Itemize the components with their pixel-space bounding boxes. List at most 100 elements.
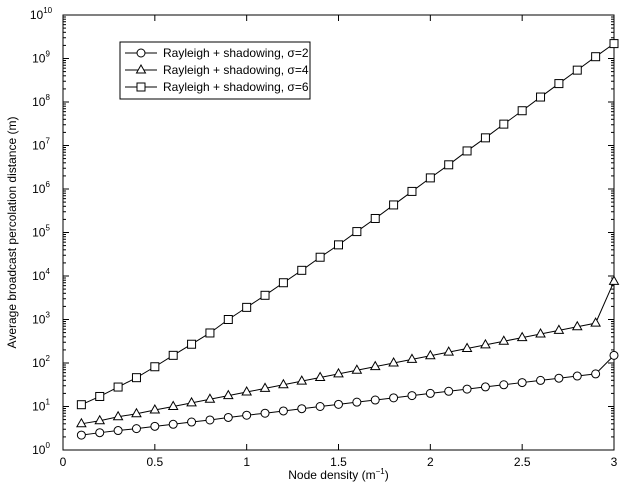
y-tick-label: 104: [32, 267, 50, 283]
y-tick-label: 1010: [30, 6, 53, 22]
data-point-square: [352, 227, 362, 237]
series-line: [81, 281, 615, 425]
x-tick-label: 1: [243, 455, 250, 469]
data-point-triangle: [590, 317, 601, 327]
data-point-triangle: [204, 393, 216, 403]
data-point-square: [205, 328, 215, 338]
data-point-square: [278, 278, 288, 288]
data-point-circle: [444, 386, 454, 396]
data-point-circle: [136, 48, 146, 58]
data-point-circle: [205, 415, 215, 425]
data-point-square: [95, 391, 105, 401]
data-point-circle: [389, 393, 399, 403]
series-line: [81, 354, 615, 436]
data-point-triangle: [369, 360, 381, 371]
data-point-circle: [76, 430, 86, 440]
data-point-square: [297, 265, 307, 275]
series-3: [76, 39, 619, 410]
data-point-square: [131, 373, 141, 383]
data-point-square: [168, 350, 178, 360]
data-point-triangle: [351, 364, 363, 374]
series-layer: [76, 39, 620, 440]
data-point-square: [536, 92, 546, 102]
data-point-triangle: [443, 346, 455, 356]
data-point-triangle: [76, 417, 87, 428]
data-point-circle: [297, 404, 307, 414]
data-point-circle: [499, 380, 509, 390]
data-point-triangle: [314, 371, 326, 382]
y-tick-label: 100: [32, 441, 50, 457]
data-point-square: [554, 79, 564, 89]
legend-label: Rayleigh + shadowing, σ=6: [163, 80, 309, 94]
data-point-triangle: [571, 320, 583, 331]
x-tick-label: 1.5: [330, 455, 347, 469]
data-point-triangle: [535, 327, 546, 338]
data-point-circle: [572, 371, 582, 381]
x-tick-label: 2.5: [514, 455, 531, 469]
y-tick-label: 109: [32, 50, 50, 66]
data-point-triangle: [222, 389, 234, 400]
data-point-square: [572, 65, 582, 75]
legend-label: Rayleigh + shadowing, σ=4: [163, 63, 309, 77]
data-point-circle: [462, 384, 472, 394]
x-axis-label: Node density (m−1): [288, 467, 389, 482]
y-tick-label: 105: [32, 224, 50, 240]
data-point-circle: [370, 395, 380, 405]
x-tick-label: 3: [611, 455, 618, 469]
x-tick-label: 2: [427, 455, 434, 469]
data-point-triangle: [241, 386, 253, 396]
data-point-circle: [554, 373, 564, 383]
data-point-triangle: [608, 275, 620, 285]
data-point-circle: [150, 421, 160, 431]
y-tick-label: 106: [32, 180, 50, 196]
data-point-circle: [223, 412, 233, 422]
data-point-circle: [187, 417, 197, 427]
data-point-triangle: [480, 338, 491, 349]
legend-label: Rayleigh + shadowing, σ=2: [163, 46, 309, 60]
y-tick-label: 108: [32, 93, 50, 109]
data-point-square: [187, 339, 197, 349]
data-point-circle: [131, 424, 141, 434]
x-tick-label: 0: [60, 455, 67, 469]
y-tick-label: 102: [32, 354, 50, 370]
data-point-circle: [242, 410, 252, 420]
data-point-circle: [334, 399, 343, 409]
series-1: [76, 350, 619, 440]
data-point-triangle: [461, 342, 473, 353]
data-point-circle: [168, 419, 178, 429]
data-point-square: [223, 315, 233, 324]
legend: Rayleigh + shadowing, σ=2 Rayleigh + shad…: [119, 41, 311, 100]
data-point-triangle: [278, 378, 289, 389]
data-point-square: [499, 119, 509, 129]
data-point-triangle: [112, 410, 124, 421]
data-point-square: [591, 52, 601, 62]
x-tick-label: 0.5: [146, 455, 163, 469]
data-point-square: [150, 362, 160, 372]
data-point-circle: [591, 369, 601, 379]
data-point-square: [370, 213, 380, 223]
data-point-circle: [95, 428, 105, 438]
data-point-circle: [480, 382, 490, 392]
data-point-triangle: [296, 375, 308, 385]
data-point-triangle: [553, 324, 565, 334]
data-point-triangle: [259, 382, 271, 392]
y-tick-label: 107: [32, 137, 50, 153]
data-point-circle: [278, 406, 288, 416]
data-point-square: [462, 146, 472, 156]
data-point-square: [425, 173, 435, 183]
y-axis-label: Average broadcast percolation distance (…: [5, 117, 19, 349]
data-point-circle: [517, 378, 527, 388]
data-point-square: [480, 133, 490, 143]
data-point-triangle: [333, 367, 344, 378]
data-point-triangle: [424, 349, 436, 360]
data-point-triangle: [498, 335, 510, 345]
data-point-circle: [407, 391, 417, 401]
data-point-square: [242, 302, 252, 312]
y-tick-label: 103: [32, 311, 50, 327]
data-point-square: [315, 252, 325, 262]
data-point-circle: [425, 388, 435, 398]
data-point-circle: [260, 408, 270, 418]
data-point-square: [260, 290, 270, 300]
data-point-circle: [315, 402, 325, 411]
